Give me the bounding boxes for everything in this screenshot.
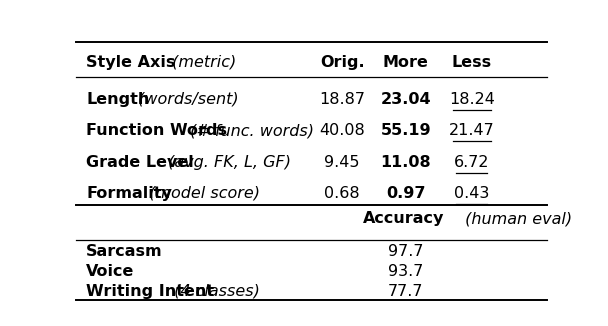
Text: 40.08: 40.08 [319, 123, 365, 138]
Text: Orig.: Orig. [320, 55, 365, 70]
Text: More: More [383, 55, 429, 70]
Text: 18.87: 18.87 [319, 92, 365, 107]
Text: Less: Less [452, 55, 492, 70]
Text: 9.45: 9.45 [325, 155, 360, 170]
Text: 55.19: 55.19 [381, 123, 431, 138]
Text: 77.7: 77.7 [388, 284, 424, 299]
Text: 18.24: 18.24 [449, 92, 495, 107]
Text: (model score): (model score) [144, 186, 260, 201]
Text: 0.97: 0.97 [386, 186, 426, 201]
Text: 0.68: 0.68 [325, 186, 360, 201]
Text: Formality: Formality [86, 186, 172, 201]
Text: 0.43: 0.43 [454, 186, 489, 201]
Text: (words/sent): (words/sent) [133, 92, 238, 107]
Text: 93.7: 93.7 [388, 264, 424, 279]
Text: Sarcasm: Sarcasm [86, 244, 163, 259]
Text: (metric): (metric) [167, 55, 237, 70]
Text: 23.04: 23.04 [381, 92, 431, 107]
Text: Voice: Voice [86, 264, 135, 279]
Text: Writing Intent: Writing Intent [86, 284, 215, 299]
Text: 11.08: 11.08 [381, 155, 431, 170]
Text: (avg. FK, L, GF): (avg. FK, L, GF) [163, 155, 291, 170]
Text: (human eval): (human eval) [460, 211, 572, 226]
Text: Style Axis: Style Axis [86, 55, 176, 70]
Text: 97.7: 97.7 [388, 244, 424, 259]
Text: Accuracy: Accuracy [363, 211, 444, 226]
Text: Function Words: Function Words [86, 123, 227, 138]
Text: 21.47: 21.47 [449, 123, 495, 138]
Text: Grade Level: Grade Level [86, 155, 194, 170]
Text: (# func. words): (# func. words) [185, 123, 314, 138]
Text: (4 classes): (4 classes) [169, 284, 260, 299]
Text: 6.72: 6.72 [454, 155, 489, 170]
Text: Length: Length [86, 92, 150, 107]
